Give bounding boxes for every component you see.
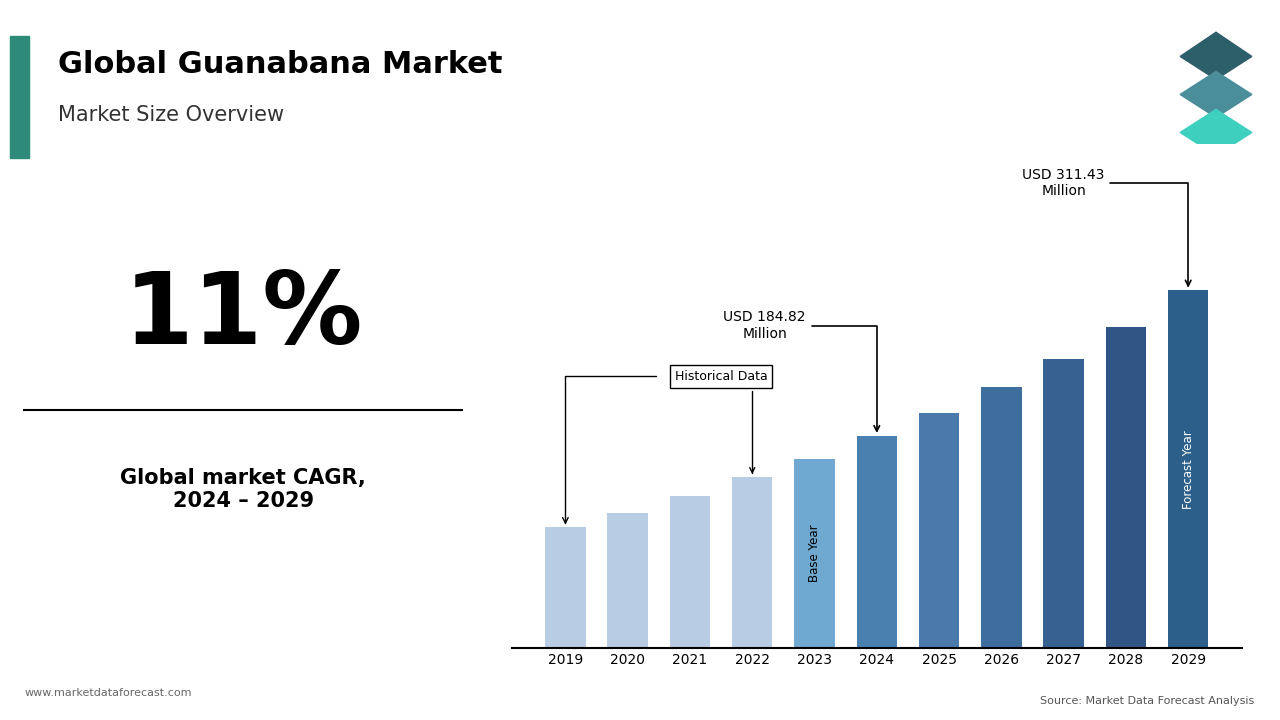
Text: Global Guanabana Market: Global Guanabana Market [59,50,503,79]
Bar [1106,327,1146,648]
Bar [919,413,959,648]
Text: USD 311.43
Million: USD 311.43 Million [1023,168,1190,286]
Polygon shape [1180,109,1252,156]
Polygon shape [1180,32,1252,79]
Bar [1167,290,1208,648]
Text: Global market CAGR,
2024 – 2029: Global market CAGR, 2024 – 2029 [120,468,366,511]
Text: www.marketdataforecast.com: www.marketdataforecast.com [24,688,192,698]
Polygon shape [1180,71,1252,117]
Bar [980,387,1021,648]
Bar [1043,359,1084,648]
Bar [795,459,835,648]
Bar [608,513,648,648]
Text: Market Size Overview: Market Size Overview [59,105,284,125]
Text: Historical Data: Historical Data [675,370,768,472]
Bar [10,36,29,158]
Text: 11%: 11% [123,269,364,365]
Bar [732,477,773,648]
Text: USD 184.82
Million: USD 184.82 Million [723,310,879,431]
Text: Source: Market Data Forecast Analysis: Source: Market Data Forecast Analysis [1041,696,1254,706]
Bar [545,528,586,648]
Text: Base Year: Base Year [808,524,820,582]
Text: Forecast Year: Forecast Year [1181,430,1194,508]
Bar [856,436,897,648]
Bar [669,497,710,648]
